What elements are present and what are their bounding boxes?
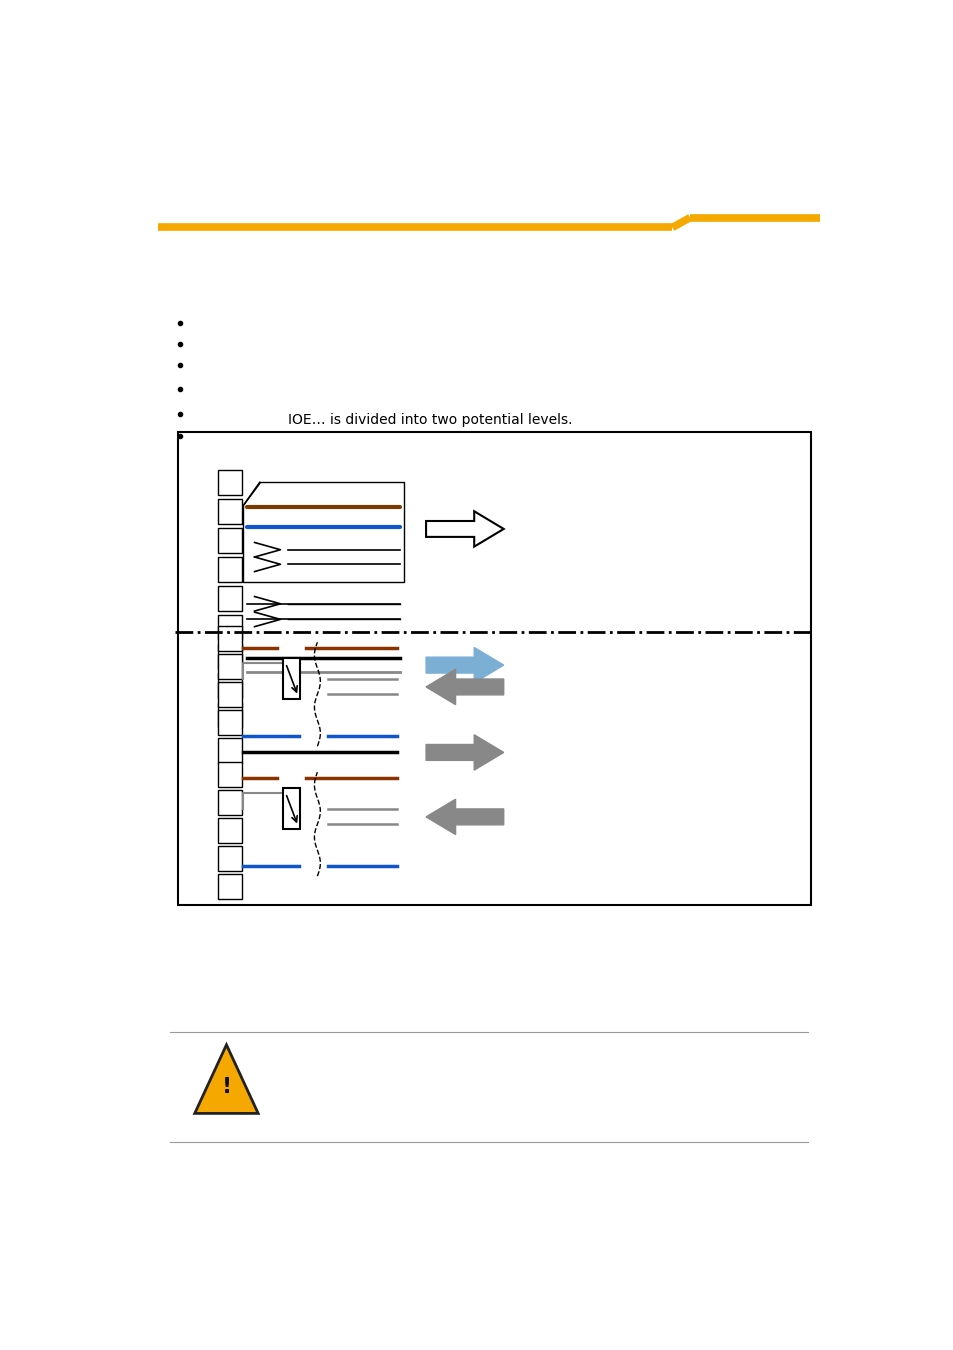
Bar <box>217 644 242 670</box>
Bar <box>217 528 242 554</box>
Bar <box>217 761 242 787</box>
Text: IOE… is divided into two potential levels.: IOE… is divided into two potential level… <box>287 413 572 427</box>
Bar <box>217 846 242 871</box>
Bar <box>178 432 810 906</box>
Bar <box>217 558 242 582</box>
Bar <box>217 702 242 728</box>
Bar <box>217 873 242 899</box>
Bar <box>217 818 242 842</box>
Polygon shape <box>426 512 503 547</box>
Bar <box>217 653 242 679</box>
Bar <box>217 498 242 524</box>
Polygon shape <box>426 734 503 770</box>
Bar <box>217 682 242 706</box>
Bar <box>217 586 242 612</box>
Polygon shape <box>426 799 503 834</box>
Bar <box>217 790 242 815</box>
Bar <box>217 738 242 763</box>
Text: !: ! <box>221 1077 232 1098</box>
Bar <box>283 657 299 699</box>
Polygon shape <box>426 648 503 683</box>
Polygon shape <box>426 670 503 705</box>
Polygon shape <box>194 1045 258 1114</box>
Bar <box>217 470 242 494</box>
Bar <box>217 674 242 698</box>
Bar <box>217 616 242 640</box>
Bar <box>283 788 299 829</box>
Polygon shape <box>243 482 403 582</box>
Bar <box>217 710 242 734</box>
Bar <box>217 625 242 651</box>
